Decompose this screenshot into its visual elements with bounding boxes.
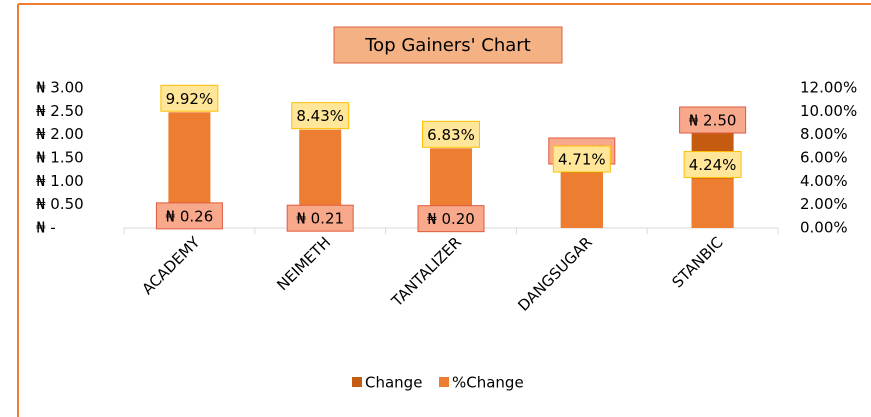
y2-tick-label: 8.00%: [800, 125, 848, 143]
y2-tick-label: 10.00%: [800, 102, 857, 120]
y2-tick-label: 2.00%: [800, 195, 848, 213]
chart-title: Top Gainers' Chart: [364, 35, 530, 56]
data-label: ₦ 0.20: [427, 210, 475, 228]
y-tick-label: ₦ -: [36, 219, 56, 237]
label-box: [155, 202, 223, 230]
y2-tick-label: 0.00%: [800, 219, 848, 237]
label-box: [683, 151, 742, 179]
data-label: 9.92%: [166, 90, 214, 108]
data-label: ₦ 0.26: [166, 207, 214, 225]
label-box: [291, 102, 350, 130]
label-box: [286, 204, 354, 232]
legend-swatch: [352, 377, 362, 387]
y-tick-label: ₦ 3.00: [36, 79, 84, 97]
data-label: ₦ 2.50: [689, 112, 737, 130]
y-tick-label: ₦ 1.00: [36, 172, 84, 190]
label-box: [679, 106, 747, 134]
y2-tick-label: 4.00%: [800, 172, 848, 190]
data-label: ₦ 0.21: [296, 210, 344, 228]
data-label: 8.43%: [296, 107, 344, 125]
y-tick-label: ₦ 0.50: [36, 195, 84, 213]
legend-label: Change: [365, 374, 422, 392]
x-tick-label: STANBIC: [668, 233, 726, 291]
x-tick-label: ACADEMY: [138, 233, 204, 299]
x-tick-label: DANGSUGAR: [514, 233, 595, 314]
y-tick-label: ₦ 1.50: [36, 149, 84, 167]
bar: [560, 173, 603, 228]
y-tick-label: ₦ 2.00: [36, 125, 84, 143]
title-box: [333, 26, 563, 64]
y-tick-label: ₦ 2.50: [36, 102, 84, 120]
data-label: 4.24%: [689, 156, 737, 174]
x-tick-label: TANTALIZER: [387, 233, 465, 311]
bar: [691, 178, 734, 228]
label-box: [417, 205, 485, 233]
label-box: [160, 84, 219, 112]
data-label: 6.83%: [427, 126, 475, 144]
legend-swatch: [439, 377, 449, 387]
data-label: 4.71%: [558, 151, 606, 169]
legend-label: %Change: [452, 374, 524, 392]
y2-tick-label: 6.00%: [800, 149, 848, 167]
y2-tick-label: 12.00%: [800, 79, 857, 97]
label-box: [552, 145, 611, 173]
label-box: [422, 120, 480, 148]
x-tick-label: NEIMETH: [273, 233, 334, 294]
